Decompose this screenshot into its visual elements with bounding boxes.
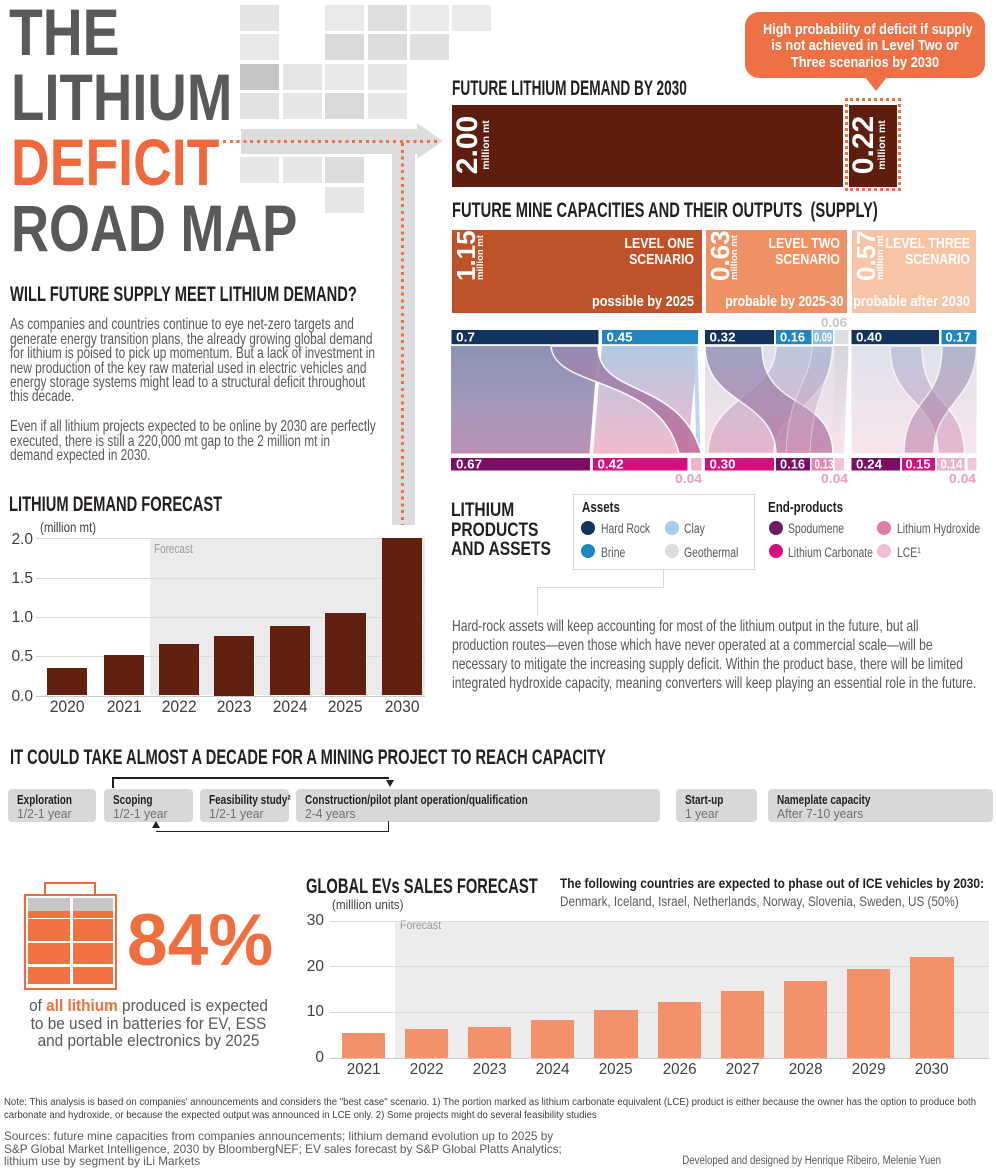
svg-text:0.42: 0.42 bbox=[598, 457, 624, 472]
svg-text:0.67: 0.67 bbox=[456, 457, 482, 472]
svg-text:0.24: 0.24 bbox=[856, 457, 883, 472]
svg-text:0.32: 0.32 bbox=[710, 330, 736, 345]
svg-text:0.40: 0.40 bbox=[856, 330, 882, 345]
svg-text:0.45: 0.45 bbox=[607, 330, 633, 345]
svg-text:0.16: 0.16 bbox=[780, 457, 805, 472]
svg-text:0.17: 0.17 bbox=[946, 330, 971, 345]
svg-text:0.09: 0.09 bbox=[814, 330, 832, 345]
svg-text:0.04: 0.04 bbox=[675, 471, 703, 486]
svg-text:0.15: 0.15 bbox=[906, 457, 931, 472]
svg-text:0.14: 0.14 bbox=[941, 457, 964, 472]
svg-text:0.16: 0.16 bbox=[780, 330, 805, 345]
svg-text:0.7: 0.7 bbox=[456, 330, 475, 345]
svg-text:0.04: 0.04 bbox=[821, 471, 849, 486]
svg-text:0.04: 0.04 bbox=[949, 471, 977, 486]
svg-text:0.30: 0.30 bbox=[710, 457, 736, 472]
svg-text:0.13: 0.13 bbox=[815, 457, 834, 472]
svg-text:0.06: 0.06 bbox=[821, 315, 847, 330]
